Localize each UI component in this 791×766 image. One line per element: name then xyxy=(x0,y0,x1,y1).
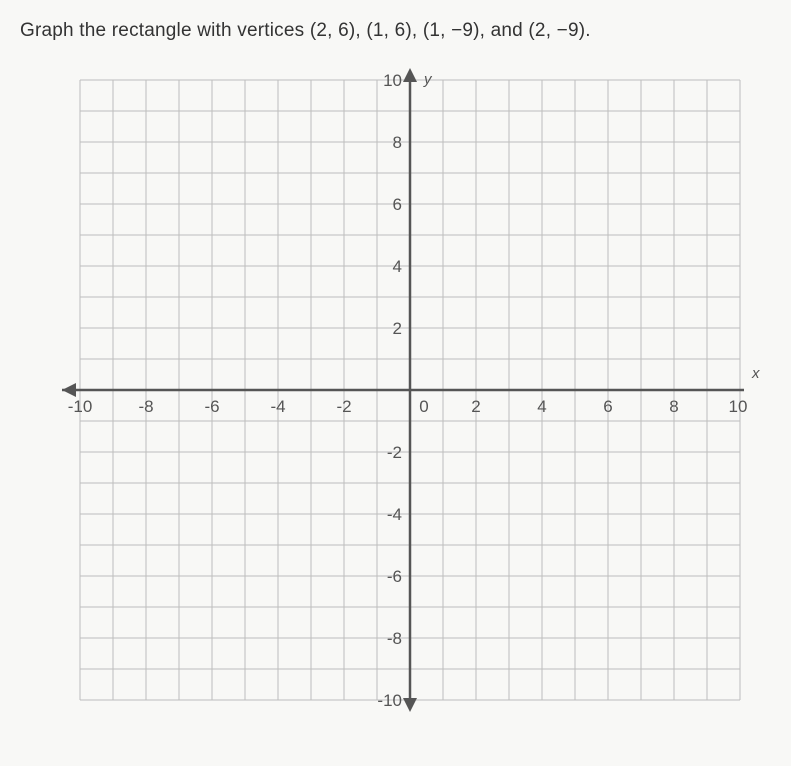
svg-text:10: 10 xyxy=(729,397,748,416)
svg-text:-4: -4 xyxy=(387,505,402,524)
svg-text:8: 8 xyxy=(393,133,402,152)
problem-prompt: Graph the rectangle with vertices (2, 6)… xyxy=(20,20,771,42)
svg-text:2: 2 xyxy=(393,319,402,338)
svg-text:10: 10 xyxy=(383,71,402,90)
svg-text:4: 4 xyxy=(537,397,546,416)
svg-text:0: 0 xyxy=(419,397,428,416)
svg-text:4: 4 xyxy=(393,257,402,276)
svg-text:6: 6 xyxy=(393,195,402,214)
coordinate-grid: -10-8-6-4-2246810-10-8-6-4-22468100xy xyxy=(40,60,760,720)
svg-text:-6: -6 xyxy=(387,567,402,586)
svg-text:-2: -2 xyxy=(387,443,402,462)
svg-text:8: 8 xyxy=(669,397,678,416)
svg-text:-2: -2 xyxy=(336,397,351,416)
svg-text:-8: -8 xyxy=(387,629,402,648)
svg-text:-4: -4 xyxy=(270,397,285,416)
svg-text:6: 6 xyxy=(603,397,612,416)
svg-text:-10: -10 xyxy=(377,691,402,710)
svg-text:-6: -6 xyxy=(204,397,219,416)
svg-text:x: x xyxy=(751,365,760,382)
svg-text:-8: -8 xyxy=(138,397,153,416)
svg-text:2: 2 xyxy=(471,397,480,416)
svg-text:-10: -10 xyxy=(68,397,93,416)
